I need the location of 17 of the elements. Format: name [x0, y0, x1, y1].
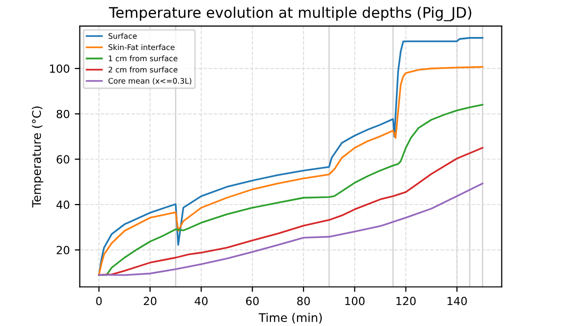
x-tick-label: 120 — [396, 296, 416, 306]
x-tick-label: 40 — [194, 296, 208, 306]
y-tick-label: 80 — [56, 110, 70, 118]
y-axis-title: Temperature (°C) — [32, 106, 44, 208]
y-tick-label: 40 — [56, 200, 70, 209]
x-tick-label: 100 — [345, 296, 365, 306]
y-tick-label: 60 — [56, 155, 70, 164]
x-tick-label: 20 — [144, 296, 156, 306]
x-tick-label: 0 — [96, 296, 102, 306]
x-tick-label: 60 — [246, 296, 259, 306]
x-axis-title: Time (min) — [258, 312, 322, 324]
x-tick-label: 140 — [448, 296, 467, 306]
y-tick-label: 100 — [50, 64, 70, 73]
line-series — [98, 182, 484, 276]
y-tick-label: 20 — [56, 246, 70, 254]
chart-title: Temperature evolution at multiple depths (Pig_JD) — [108, 6, 472, 22]
x-tick-label: 80 — [297, 296, 310, 306]
